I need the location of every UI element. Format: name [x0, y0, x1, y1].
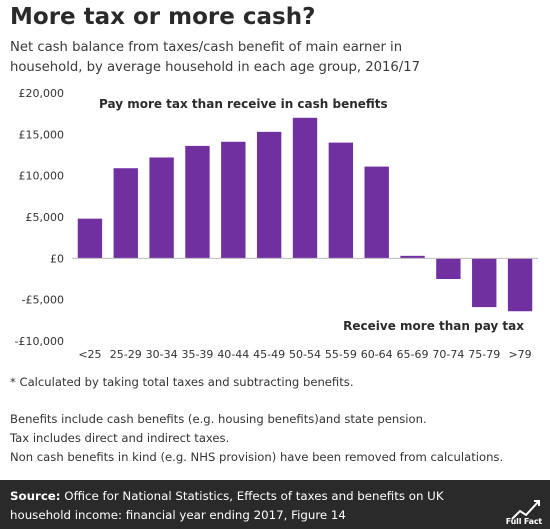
footnote: * Calculated by taking total taxes and s…	[10, 375, 354, 389]
annotation-positive: Pay more tax than receive in cash benefi…	[99, 97, 388, 111]
x-tick-label: 45-49	[253, 348, 285, 361]
x-tick-label: 65-69	[397, 348, 429, 361]
brand-name: Full Fact	[505, 517, 542, 526]
annotation-negative: Receive more than pay tax	[343, 319, 524, 333]
bar-5054	[292, 117, 318, 259]
full-fact-logo-icon	[511, 500, 540, 520]
bar-2529	[113, 168, 138, 259]
y-tick-label: £20,000	[19, 87, 65, 100]
bar-7074	[436, 258, 461, 279]
bar-4044	[221, 141, 246, 259]
bar-6569	[400, 255, 425, 259]
note-non-cash: Non cash benefits in kind (e.g. NHS prov…	[10, 450, 504, 464]
chart-subtitle: Net cash balance from taxes/cash benefit…	[10, 40, 421, 75]
bar-7579	[472, 258, 497, 308]
x-tick-label: 60-64	[361, 348, 393, 361]
y-tick-label: -£10,000	[15, 335, 64, 348]
y-tick-label: £10,000	[19, 170, 65, 183]
y-tick-label: -£5,000	[22, 294, 64, 307]
x-tick-label: 30-34	[146, 348, 178, 361]
x-tick-label: <25	[78, 348, 101, 361]
x-tick-label: 70-74	[432, 348, 464, 361]
x-tick-label: 50-54	[289, 348, 321, 361]
source-citation: Office for National Statistics, Effects …	[10, 489, 444, 522]
y-tick-label: £5,000	[26, 211, 65, 224]
bar-25	[77, 218, 103, 259]
chart-title: More tax or more cash?	[10, 4, 316, 30]
source-label: Source:	[10, 489, 61, 503]
y-axis: £20,000 £15,000 £10,000 £5,000 £0 -£5,000 -£10…	[15, 87, 64, 348]
bar-3034	[149, 157, 174, 259]
x-tick-label: 40-44	[217, 348, 249, 361]
bar-5559	[328, 142, 354, 259]
y-tick-label: £15,000	[19, 128, 65, 141]
note-tax: Tax includes direct and indirect taxes.	[10, 431, 230, 445]
x-axis-labels: <25 25-29 30-34 35-39 40-44 45-49 50-54 55-59 60…	[78, 348, 531, 361]
bars	[77, 117, 533, 312]
x-tick-label: 25-29	[110, 348, 142, 361]
bar-6064	[364, 166, 389, 259]
x-tick-label: 75-79	[468, 348, 500, 361]
x-tick-label: >79	[508, 348, 531, 361]
x-tick-label: 35-39	[181, 348, 213, 361]
bar-4549	[256, 131, 282, 259]
x-tick-label: 55-59	[325, 348, 357, 361]
bar-chart: £20,000 £15,000 £10,000 £5,000 £0 -£5,000 -£10…	[15, 87, 538, 361]
y-tick-label: £0	[50, 252, 64, 265]
bar-79	[507, 258, 533, 312]
source-footer: Source: Office for National Statistics, …	[0, 480, 550, 529]
bar-3539	[185, 145, 210, 259]
note-benefits: Benefits include cash benefits (e.g. hou…	[10, 412, 427, 426]
source-text-block: Source: Office for National Statistics, …	[10, 487, 480, 525]
